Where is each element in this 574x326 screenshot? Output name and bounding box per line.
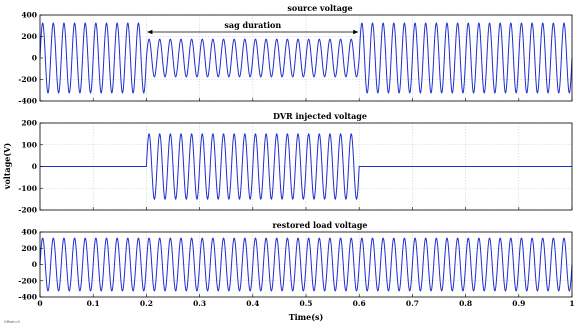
- sag-duration-label: sag duration: [224, 20, 281, 30]
- sag-arrow-head-right: [353, 29, 359, 35]
- y-tick-label: 0: [32, 54, 37, 63]
- y-tick-label: 400: [21, 228, 37, 237]
- sag-arrow-head-left: [147, 29, 153, 35]
- x-axis-label: Time(s): [289, 312, 324, 322]
- y-axis-label: voltage(V): [2, 143, 12, 191]
- panel-2: 200 100 0 -100 -200 DVR injected voltage: [18, 111, 573, 215]
- y-tick-label: 400: [21, 11, 37, 20]
- x-tick-label: 0: [37, 299, 42, 308]
- y-tick-label: -400: [18, 97, 37, 106]
- y-tick-label: -200: [18, 75, 37, 84]
- y-tick-label: 200: [21, 32, 37, 41]
- x-tick-label: 0.5: [299, 299, 312, 308]
- panel-title: source voltage: [287, 3, 352, 13]
- y-tick-label: 0: [32, 260, 37, 269]
- x-tick-label: 0.6: [353, 299, 366, 308]
- y-tick-label: -400: [18, 293, 37, 302]
- y-tick-label: 100: [21, 140, 37, 149]
- x-tick-label: 0.8: [459, 299, 472, 308]
- y-tick-label: -200: [18, 206, 37, 215]
- x-tick-label: 0.9: [512, 299, 525, 308]
- series-line: [39, 22, 573, 94]
- y-tick-label: 200: [21, 244, 37, 253]
- x-tick-label: 0.3: [193, 299, 206, 308]
- y-tick-label: -200: [18, 276, 37, 285]
- x-tick-label: 0.7: [406, 299, 419, 308]
- x-tick-label: 0.1: [87, 299, 100, 308]
- y-tick-label: 200: [21, 119, 37, 128]
- series-line: [40, 133, 572, 200]
- panels: 400 200 0 -200 -400 source voltage sag duratio…: [18, 3, 574, 308]
- panel-title: restored load voltage: [272, 220, 367, 230]
- x-tick-label: 1: [569, 299, 574, 308]
- panel-title: DVR injected voltage: [273, 111, 367, 121]
- x-tick-label: 0.2: [140, 299, 153, 308]
- y-tick-label: -100: [18, 184, 37, 193]
- corner-note: Offset=0: [4, 320, 20, 324]
- series-line: [39, 237, 573, 292]
- y-tick-label: 0: [32, 162, 37, 171]
- x-tick-label: 0.4: [246, 299, 259, 308]
- panel-1: 400 200 0 -200 -400 source voltage sag duratio…: [18, 3, 573, 106]
